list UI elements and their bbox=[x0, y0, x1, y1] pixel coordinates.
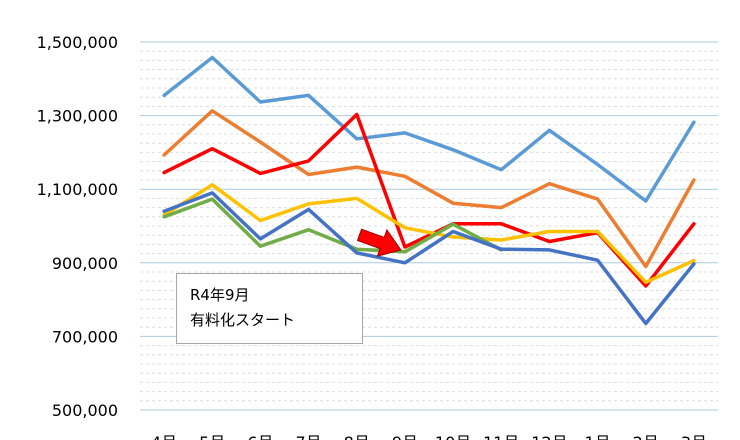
annotation-line-1: R4年9月 bbox=[190, 286, 250, 304]
y-tick-label: 1,300,000 bbox=[37, 107, 118, 126]
x-tick-label: 12月 bbox=[531, 433, 567, 440]
y-axis-tick-labels: 1,500,000 1,300,000 1,100,000 900,000 700,00… bbox=[37, 33, 118, 420]
arrow-marker bbox=[356, 228, 402, 257]
arrow-layer bbox=[356, 228, 402, 257]
series-line-5 bbox=[162, 197, 504, 254]
x-tick-label: 11月 bbox=[483, 433, 519, 440]
x-tick-label: 4月 bbox=[151, 433, 177, 440]
x-tick-label: 9月 bbox=[392, 433, 418, 440]
minor-gridlines bbox=[140, 50, 718, 402]
series-line-1 bbox=[162, 55, 696, 203]
x-tick-label: 1月 bbox=[584, 433, 610, 440]
y-tick-label: 900,000 bbox=[52, 254, 118, 273]
series-line-4 bbox=[162, 183, 696, 285]
data-series bbox=[162, 55, 696, 326]
x-tick-label: 7月 bbox=[295, 433, 321, 440]
annotation-box: R4年9月 有料化スタート bbox=[176, 273, 363, 344]
x-axis-tick-labels: 4月 5月 6月 7月 8月 9月 10月 11月 12月 1月 2月 3月 bbox=[151, 433, 707, 440]
y-tick-label: 1,500,000 bbox=[37, 33, 118, 52]
x-tick-label: 2月 bbox=[633, 433, 659, 440]
x-tick-label: 6月 bbox=[247, 433, 273, 440]
x-tick-label: 8月 bbox=[344, 433, 370, 440]
x-tick-label: 10月 bbox=[435, 433, 471, 440]
x-tick-label: 3月 bbox=[681, 433, 707, 440]
x-tick-label: 5月 bbox=[199, 433, 225, 440]
y-tick-label: 1,100,000 bbox=[37, 180, 118, 199]
y-tick-label: 500,000 bbox=[52, 401, 118, 420]
series-line-6 bbox=[162, 191, 696, 326]
series-line-2 bbox=[162, 109, 696, 269]
annotation-line-2: 有料化スタート bbox=[190, 311, 296, 329]
y-tick-label: 700,000 bbox=[52, 327, 118, 346]
